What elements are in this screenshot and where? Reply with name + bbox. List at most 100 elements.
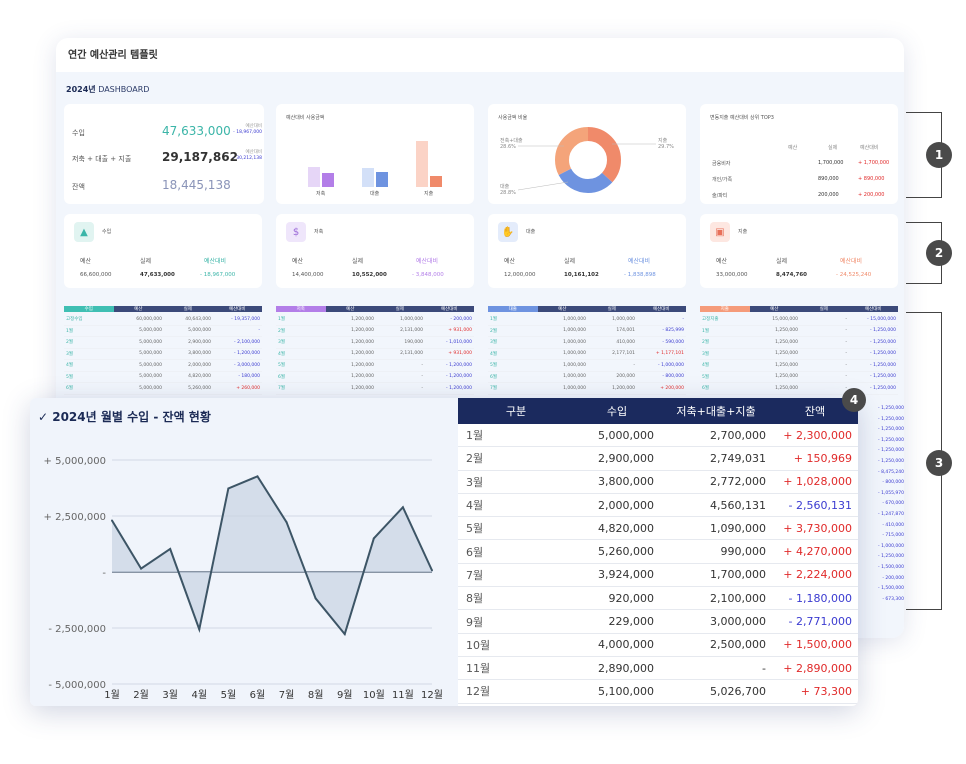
row-spend: 1,090,000 <box>710 521 766 535</box>
card-label-budget: 예산 <box>716 258 728 265</box>
category-actual: 10,552,000 <box>352 272 387 278</box>
mini-table-row: 4월 1,000,000 2,177,101 + 1,177,101 <box>488 349 686 360</box>
category-card-3: ▣ 지출 예산 실제 예산대비 33,000,000 8,474,760 - 2… <box>700 214 898 288</box>
bar-expense-actual <box>430 176 442 187</box>
row-income: 3,924,000 <box>598 568 654 582</box>
row-income: 4,820,000 <box>598 521 654 535</box>
mini-table-row: 5월 1,200,000- - 1,200,000 <box>276 360 474 372</box>
header-income: 수입 <box>606 405 628 418</box>
table-row: 11월 2,890,000 - + 2,890,000 <box>458 657 858 681</box>
header-category: 구분 <box>505 405 527 418</box>
overflow-value: - 1,000,000 <box>878 543 904 549</box>
table-row: 5월 4,820,000 1,090,000 + 3,730,000 <box>458 517 858 541</box>
mini-table-header: 대출 예산 실제 예산대비 <box>488 303 686 314</box>
category-budget: 12,000,000 <box>504 272 536 278</box>
card-label-budget: 예산 <box>504 258 516 265</box>
mini-table-2: 대출 예산 실제 예산대비 1월 1,000,000 1,000,000-2월 1,0… <box>488 303 686 395</box>
row-spend: 2,500,000 <box>710 638 766 652</box>
usage-chart-title: 예산대비 사용금액 <box>286 115 325 121</box>
category-budget: 33,000,000 <box>716 272 748 278</box>
mini-table-row: 6월 1,250,000- - 1,250,000 <box>700 383 898 395</box>
top3-diff: + 890,000 <box>858 176 885 182</box>
x-tick-label: 7월 <box>279 689 295 701</box>
mini-table-row: 4월 5,000,000 2,000,000- 3,000,000 <box>64 360 262 372</box>
x-tick-label: 6월 <box>250 689 266 701</box>
summary-sub: 예산대비 - 30,212,138 <box>233 150 262 161</box>
table-row: 12월 5,100,000 5,026,700 + 73,300 <box>458 680 858 704</box>
mini-table-row: 1월 1,200,000 1,000,000- 200,000 <box>276 314 474 326</box>
overflow-value: - 410,000 <box>882 522 904 528</box>
table-row: 4월 2,000,000 4,560,131 - 2,560,131 <box>458 494 858 518</box>
balance-point <box>343 633 346 636</box>
row-income: 920,000 <box>608 591 655 605</box>
row-month: 7월 <box>466 568 484 582</box>
row-balance: + 4,270,000 <box>783 545 852 559</box>
money-bag-icon: $ <box>286 222 306 242</box>
row-spend: 2,749,031 <box>710 451 766 465</box>
card-label-actual: 실제 <box>776 258 788 265</box>
mini-table-row: 1월 5,000,000 5,000,000- <box>64 326 262 337</box>
top3-actual: 890,000 <box>818 176 839 182</box>
category-actual: 8,474,760 <box>776 272 807 278</box>
ratio-label-right-top: 지출 29.7% <box>658 138 674 150</box>
row-income: 5,000,000 <box>598 428 654 442</box>
row-month: 3월 <box>466 475 484 489</box>
mini-table-row: 2월 1,200,000 2,131,000 + 931,000 <box>276 326 474 337</box>
row-balance: - 1,180,000 <box>788 591 852 605</box>
x-tick-label: 4월 <box>191 689 207 701</box>
row-balance: - 2,560,131 <box>788 498 852 512</box>
row-balance: + 3,730,000 <box>783 521 852 535</box>
row-spend: 3,000,000 <box>710 615 766 629</box>
mini-table-row: 5월 1,250,000- - 1,250,000 <box>700 372 898 383</box>
ratio-label-left-top: 전축+대출 28.6% <box>500 138 523 150</box>
card-label-vs: 예산대비 <box>416 258 439 265</box>
mini-table-row: 고정지출 15,000,000- - 15,000,000 <box>700 314 898 326</box>
line-chart-title: ✓ 2024년 월별 수입 - 잔액 현황 <box>38 410 211 424</box>
top3-header-actual: 실제 <box>828 145 838 151</box>
mini-table-row: 6월 1,000,000 200,000- 800,000 <box>488 372 686 383</box>
overflow-value: - 1,250,000 <box>878 427 904 433</box>
summary-value: 18,445,138 <box>162 178 231 192</box>
header-balance: 잔액 <box>804 405 826 418</box>
y-tick-label: + 5,000,000 <box>44 456 106 467</box>
row-income: 5,100,000 <box>598 684 654 698</box>
x-tick-label: 9월 <box>337 689 353 701</box>
balance-line-chart: + 5,000,000 + 2,500,000 - - 2,500,000 - 5,00… <box>44 456 443 701</box>
header-spend: 저축+대출+지출 <box>676 405 756 418</box>
top3-diff: + 1,700,000 <box>858 160 890 166</box>
row-balance: + 73,300 <box>800 684 852 698</box>
row-balance: + 150,969 <box>793 451 852 465</box>
card-label-actual: 실제 <box>140 258 152 265</box>
mini-table-row: 6월 5,000,000 5,260,000 + 260,000 <box>64 383 262 395</box>
row-month: 4월 <box>466 499 484 513</box>
chart-up-icon: ▲ <box>74 222 94 242</box>
overflow-value: - 1,250,000 <box>878 437 904 443</box>
x-tick-label: 5월 <box>221 689 237 701</box>
mini-table-row: 4월 1,200,000 2,131,000 + 931,000 <box>276 349 474 360</box>
bar-expense-budget <box>416 141 428 187</box>
summary-label: 저축 + 대출 + 지출 <box>72 155 132 163</box>
card-label-budget: 예산 <box>292 258 304 265</box>
balance-point <box>372 537 375 540</box>
mini-table-row: 2월 1,250,000- - 1,250,000 <box>700 337 898 349</box>
mini-table-header: 저축 예산 실제 예산대비 <box>276 303 474 314</box>
top3-name: 술/파티 <box>712 193 728 199</box>
row-income: 229,000 <box>608 615 655 629</box>
mini-table-header: 지출 예산 실제 예산대비 <box>700 303 898 314</box>
summary-sub: 예산대비 - 18,967,000 <box>233 124 262 135</box>
card-label-budget: 예산 <box>80 258 92 265</box>
mini-table-0: 수입 예산 실제 예산대비 고정수입 60,000,000 40,643,000- … <box>64 303 262 395</box>
usage-bar-chart <box>308 141 442 187</box>
overflow-value: - 1,500,000 <box>878 564 904 570</box>
row-balance: - 2,771,000 <box>788 615 852 629</box>
top3-actual: 1,700,000 <box>818 160 844 166</box>
balance-area <box>112 476 432 635</box>
row-income: 4,000,000 <box>598 638 654 652</box>
y-tick-label: + 2,500,000 <box>44 512 106 523</box>
balance-point <box>256 475 259 478</box>
card-label-actual: 실제 <box>352 258 364 265</box>
row-income: 2,890,000 <box>598 661 654 675</box>
overflow-value: - 1,055,970 <box>878 490 904 496</box>
row-month: 10월 <box>466 638 491 652</box>
row-spend: - <box>762 661 766 675</box>
